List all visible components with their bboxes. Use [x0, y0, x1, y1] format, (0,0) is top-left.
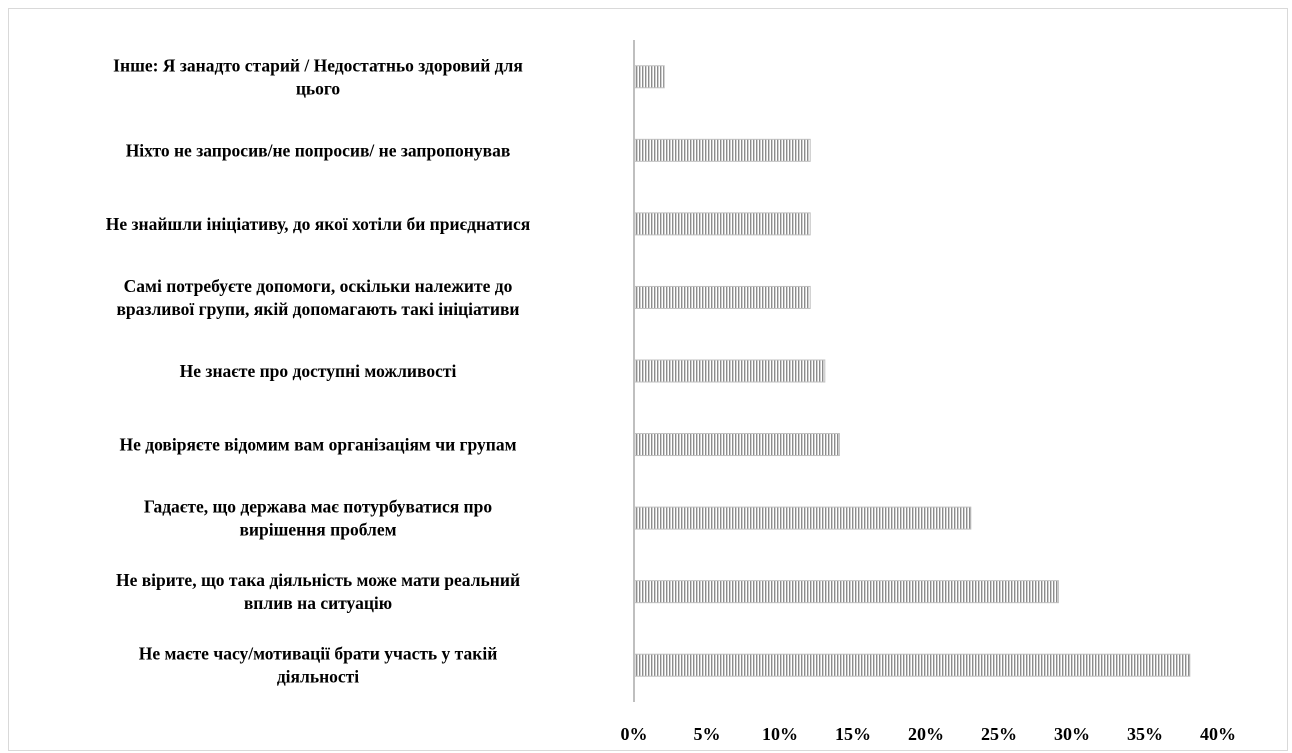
bars-group [634, 65, 1191, 677]
x-tick-label: 30% [1054, 724, 1090, 744]
bar-4 [634, 285, 811, 309]
x-tick-label: 15% [835, 724, 871, 744]
category-label-8: Не вірите, що така діяльність може мати … [116, 570, 520, 613]
bar-2 [634, 138, 811, 162]
bar-6 [634, 433, 840, 457]
bar-3 [634, 212, 811, 236]
x-tick-labels: 0% 5% 10% 15% 20% 25% 30% 35% 40% [621, 724, 1237, 744]
category-labels: Інше: Я занадто старий / Недостатньо здо… [106, 55, 531, 686]
x-tick-label: 5% [694, 724, 721, 744]
bar-8 [634, 580, 1059, 604]
bar-5 [634, 359, 826, 383]
x-tick-label: 20% [908, 724, 944, 744]
category-label-5: Не знаєте про доступні можливості [180, 361, 457, 381]
category-label-9: Не маєте часу/мотивації брати участь у т… [139, 644, 498, 687]
category-label-6: Не довіряєте відомим вам організаціям чи… [119, 435, 516, 455]
x-tick-label: 0% [621, 724, 648, 744]
category-label-1: Інше: Я занадто старий / Недостатньо здо… [113, 55, 523, 98]
x-tick-label: 35% [1127, 724, 1163, 744]
bar-7 [634, 506, 972, 530]
bar-9 [634, 653, 1191, 677]
bar-1 [634, 65, 665, 89]
x-tick-label: 40% [1200, 724, 1236, 744]
x-tick-label: 10% [762, 724, 798, 744]
category-label-3: Не знайшли ініціативу, до якої хотіли би… [106, 214, 531, 234]
category-label-4: Самі потребуєте допомоги, оскільки належ… [116, 276, 519, 319]
category-label-2: Ніхто не запросив/не попросив/ не запроп… [126, 140, 511, 160]
category-label-7: Гадаєте, що держава має потурбуватися пр… [144, 497, 493, 540]
x-tick-label: 25% [981, 724, 1017, 744]
